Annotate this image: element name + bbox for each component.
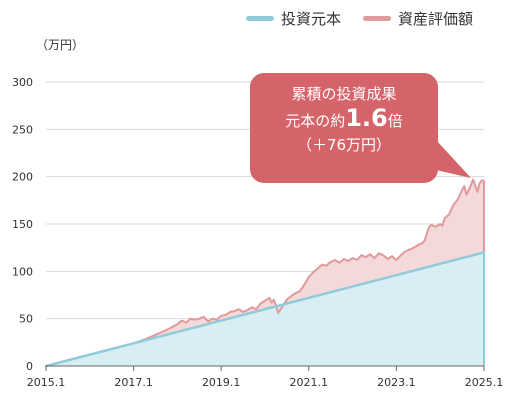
y-tick-label: 250 xyxy=(12,123,33,136)
callout-suffix: 倍 xyxy=(387,112,403,130)
callout-multiplier: 1.6 xyxy=(345,104,388,132)
x-tick-label: 2021.1 xyxy=(290,376,329,389)
callout-pointer xyxy=(436,140,471,178)
y-axis-unit-label: （万円） xyxy=(36,38,85,52)
x-tick-label: 2015.1 xyxy=(27,376,66,389)
legend-label-principal: 投資元本 xyxy=(281,10,342,28)
y-tick-label: 0 xyxy=(26,360,33,373)
callout-prefix: 元本の約 xyxy=(285,112,346,130)
chart-legend: 投資元本 資産評価額 xyxy=(246,8,473,29)
legend-item-principal: 投資元本 xyxy=(246,8,341,29)
callout-line-1: 累積の投資成果 xyxy=(291,85,397,103)
legend-item-valuation: 資産評価額 xyxy=(363,8,473,29)
y-tick-label: 300 xyxy=(12,76,33,89)
y-tick-label: 150 xyxy=(12,218,33,231)
valuation-line xyxy=(45,178,484,367)
y-tick-label: 50 xyxy=(19,313,33,326)
x-tick-label: 2025.1 xyxy=(465,376,504,389)
legend-label-valuation: 資産評価額 xyxy=(398,10,474,28)
legend-swatch-principal xyxy=(246,16,274,21)
callout-line-2: 元本の約1.6倍 xyxy=(250,106,438,133)
x-tick-label: 2019.1 xyxy=(202,376,241,389)
principal-line xyxy=(44,251,486,368)
x-tick-label: 2023.1 xyxy=(377,376,416,389)
legend-swatch-valuation xyxy=(363,16,392,21)
y-tick-label: 200 xyxy=(12,171,33,184)
y-tick-label: 100 xyxy=(12,265,33,278)
x-tick-label: 2017.1 xyxy=(114,376,153,389)
callout-line-3: （＋76万円） xyxy=(296,136,392,154)
callout-box: 累積の投資成果 元本の約1.6倍 （＋76万円） xyxy=(250,73,438,183)
